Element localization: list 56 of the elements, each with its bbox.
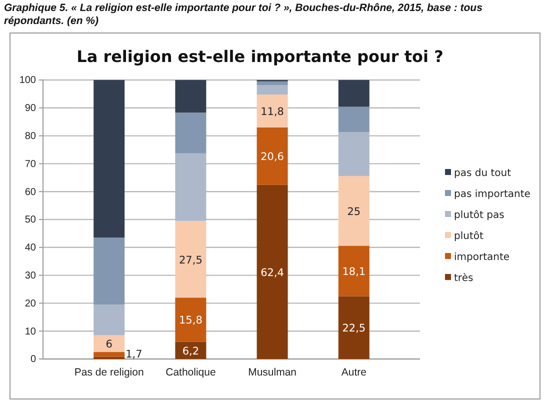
- data-label: 6: [106, 338, 113, 351]
- bar: [175, 112, 206, 154]
- text: Graphique 5. « La religion est-elle importante pour toi ? », Bouches-du-Rhône, 2015, base : tous répondants. (en %): [4, 2, 484, 28]
- y-tick-label: 30: [24, 270, 36, 282]
- y-tick-label: 60: [24, 186, 36, 198]
- x-tick-label: Catholique: [166, 366, 216, 378]
- bar: [94, 238, 125, 305]
- bar: [94, 80, 125, 238]
- x-tick-label: Pas de religion: [74, 366, 144, 378]
- bar: [256, 184, 288, 359]
- data-label: 62,4: [260, 266, 284, 279]
- bar: [175, 342, 206, 359]
- legend-label: très: [454, 273, 474, 284]
- legend-label: plutôt pas: [454, 210, 504, 221]
- bar: [338, 246, 370, 296]
- bar: [338, 106, 370, 132]
- y-tick-label: 80: [24, 131, 36, 142]
- data-label: 27,5: [179, 254, 202, 266]
- data-label: 11,8: [260, 106, 284, 118]
- legend-label: importante: [454, 252, 510, 263]
- data-label: 22,5: [342, 322, 366, 335]
- bar: [256, 127, 288, 185]
- bar: [175, 80, 206, 113]
- data-label: 15,8: [179, 314, 202, 327]
- x-tick-label: Autre: [341, 366, 367, 378]
- bar: [338, 80, 370, 107]
- y-tick-label: 40: [24, 242, 36, 254]
- data-label: 1,7: [126, 348, 142, 360]
- legend-label: plutôt: [454, 231, 484, 242]
- legend-label: pas du tout: [454, 168, 512, 179]
- data-label: 6,2: [182, 345, 200, 358]
- y-tick-label: 70: [24, 158, 36, 170]
- bar: [94, 335, 125, 352]
- bar: [256, 94, 288, 128]
- y-tick-label: 100: [19, 75, 36, 86]
- bar: [175, 153, 206, 221]
- bar: [175, 220, 206, 298]
- bar: [256, 85, 288, 95]
- data-label: 25: [347, 206, 361, 218]
- x-tick-label: Musulman: [248, 366, 297, 378]
- legend-label: pas importante: [454, 189, 530, 200]
- y-tick-label: 20: [24, 298, 36, 310]
- y-tick-label: 50: [24, 214, 36, 226]
- y-tick-label: 0: [30, 354, 36, 366]
- bar: [338, 132, 370, 176]
- data-label: 18,1: [342, 266, 366, 278]
- bar: [338, 296, 370, 359]
- bar: [175, 298, 206, 342]
- bar: [94, 304, 125, 336]
- bar: [256, 81, 288, 86]
- y-tick-label: 10: [24, 326, 36, 338]
- bar: [94, 352, 125, 357]
- data-label: 20,6: [260, 151, 284, 164]
- bar: [338, 176, 370, 246]
- chart-title: La religion est-elle importante pour toi ?: [76, 47, 444, 66]
- y-tick-label: 90: [24, 103, 36, 114]
